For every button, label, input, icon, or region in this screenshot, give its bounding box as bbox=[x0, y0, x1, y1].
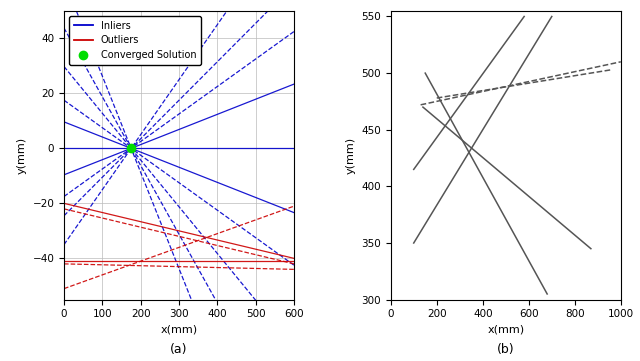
X-axis label: x(mm): x(mm) bbox=[161, 325, 198, 335]
Legend: Inliers, Outliers, Converged Solution: Inliers, Outliers, Converged Solution bbox=[69, 16, 202, 65]
Y-axis label: y(mm): y(mm) bbox=[17, 137, 27, 174]
Y-axis label: y(mm): y(mm) bbox=[346, 137, 356, 174]
Text: (a): (a) bbox=[170, 343, 188, 356]
X-axis label: x(mm): x(mm) bbox=[487, 325, 524, 335]
Text: (b): (b) bbox=[497, 343, 515, 356]
